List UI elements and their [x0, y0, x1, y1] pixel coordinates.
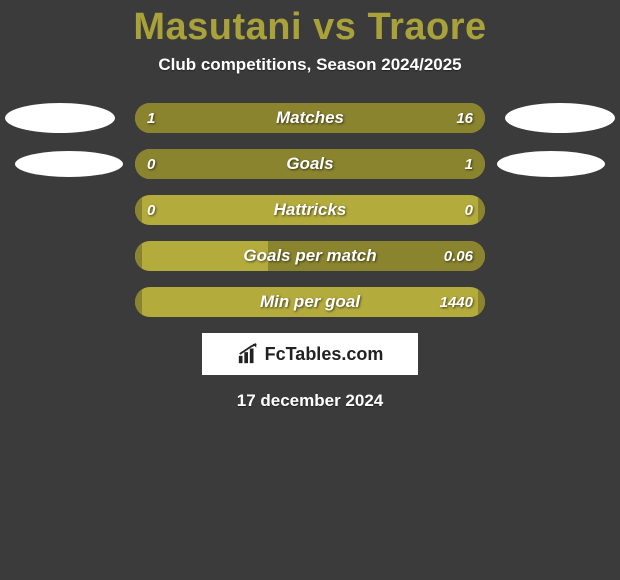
stat-bar: 01Goals — [135, 149, 485, 179]
stat-label: Goals per match — [135, 241, 485, 271]
player-right-avatar-1 — [505, 103, 615, 133]
page-subtitle: Club competitions, Season 2024/2025 — [0, 55, 620, 75]
stat-bar: 116Matches — [135, 103, 485, 133]
brand-chart-icon — [237, 343, 259, 365]
player-right-avatar-2 — [497, 151, 605, 177]
brand-text: FcTables.com — [265, 344, 384, 365]
stat-bars: 116Matches 01Goals 00Hattricks 0.06Goals pe… — [135, 103, 485, 317]
stat-bar: 0.06Goals per match — [135, 241, 485, 271]
page-title: Masutani vs Traore — [0, 0, 620, 49]
stat-label: Hattricks — [135, 195, 485, 225]
stat-bar: 00Hattricks — [135, 195, 485, 225]
compare-area: 116Matches 01Goals 00Hattricks 0.06Goals pe… — [0, 103, 620, 411]
stat-label: Min per goal — [135, 287, 485, 317]
generated-date: 17 december 2024 — [0, 391, 620, 411]
player-left-avatar-2 — [15, 151, 123, 177]
brand-box: FcTables.com — [202, 333, 418, 375]
stat-label: Goals — [135, 149, 485, 179]
stat-label: Matches — [135, 103, 485, 133]
stat-bar: 1440Min per goal — [135, 287, 485, 317]
comparison-infographic: Masutani vs Traore Club competitions, Se… — [0, 0, 620, 580]
player-left-avatar-1 — [5, 103, 115, 133]
